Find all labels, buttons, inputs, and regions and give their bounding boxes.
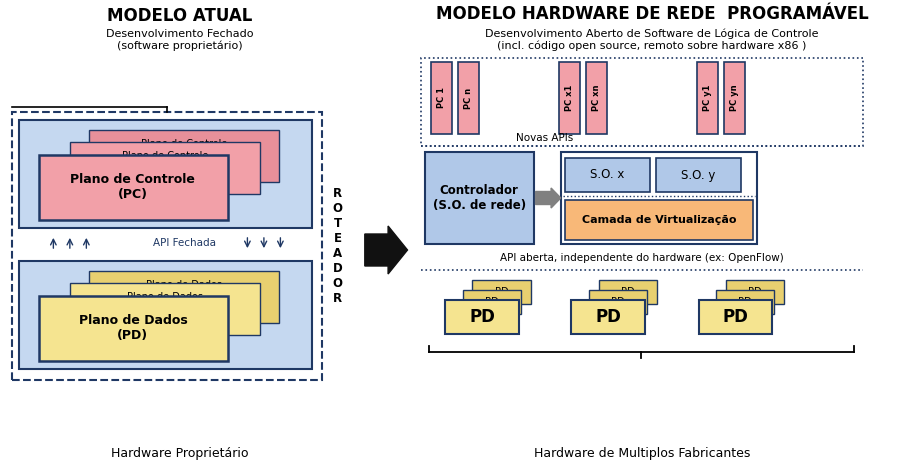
Text: PC x1: PC x1	[565, 85, 574, 111]
FancyArrow shape	[365, 226, 408, 274]
Bar	[38, 155, 228, 220]
Text: Hardware Proprietário: Hardware Proprietário	[111, 446, 248, 460]
Text: PD: PD	[723, 308, 748, 326]
Text: API Fechada: API Fechada	[153, 238, 216, 248]
Bar	[725, 280, 784, 304]
Bar	[599, 280, 657, 304]
Bar	[458, 62, 479, 134]
Text: MODELO HARDWARE DE REDE  PROGRAMÁVEL: MODELO HARDWARE DE REDE PROGRAMÁVEL	[436, 5, 868, 23]
Bar	[425, 152, 534, 244]
Bar	[89, 271, 279, 323]
Text: Plano de Controle: Plano de Controle	[122, 151, 208, 161]
Text: Novas APIs: Novas APIs	[516, 133, 573, 143]
Text: PD: PD	[748, 287, 761, 297]
Text: PC xn: PC xn	[592, 85, 601, 111]
Text: PD: PD	[495, 287, 508, 297]
Bar	[12, 112, 322, 380]
Text: API aberta, independente do hardware (ex: OpenFlow): API aberta, independente do hardware (ex…	[500, 253, 784, 263]
Text: PC 1: PC 1	[437, 88, 446, 109]
Text: PD: PD	[621, 287, 635, 297]
Text: Desenvolvimento Aberto de Software de Lógica de Controle
(incl. código open sour: Desenvolvimento Aberto de Software de Ló…	[485, 29, 819, 51]
Bar	[445, 300, 519, 334]
Bar	[70, 142, 260, 194]
Text: S.O. x: S.O. x	[590, 168, 625, 182]
Text: PD: PD	[485, 297, 498, 307]
Bar	[19, 261, 312, 369]
Bar	[561, 152, 757, 244]
Text: Camada de Virtualização: Camada de Virtualização	[582, 215, 736, 225]
Bar	[421, 58, 864, 146]
Text: Plano de Dados
(PD): Plano de Dados (PD)	[79, 314, 187, 342]
Bar	[463, 290, 521, 314]
Bar	[38, 296, 228, 361]
Bar	[19, 120, 312, 228]
Text: PD: PD	[469, 308, 496, 326]
Bar	[564, 158, 650, 192]
Bar	[699, 300, 772, 334]
Text: MODELO ATUAL: MODELO ATUAL	[107, 7, 252, 25]
Bar	[656, 158, 741, 192]
Text: Plano de Dados: Plano de Dados	[127, 292, 203, 302]
FancyArrow shape	[536, 188, 561, 208]
Bar	[564, 200, 753, 240]
Text: PD: PD	[738, 297, 752, 307]
Text: Hardware de Multiplos Fabricantes: Hardware de Multiplos Fabricantes	[534, 446, 750, 460]
Bar	[724, 62, 745, 134]
Text: PC n: PC n	[464, 88, 474, 109]
Text: PC y1: PC y1	[703, 85, 712, 111]
Bar	[697, 62, 718, 134]
Text: R
O
T
E
A
D
O
R: R O T E A D O R	[333, 187, 343, 305]
Text: PD: PD	[595, 308, 621, 326]
Bar	[589, 290, 647, 314]
Bar	[473, 280, 530, 304]
Text: S.O. y: S.O. y	[682, 168, 715, 182]
Text: Plano de Controle
(PC): Plano de Controle (PC)	[71, 173, 195, 201]
Text: PD: PD	[611, 297, 625, 307]
Text: Plano de Dados: Plano de Dados	[147, 280, 223, 290]
Bar	[586, 62, 607, 134]
Bar	[572, 300, 645, 334]
Bar	[70, 283, 260, 335]
Bar	[89, 130, 279, 182]
Text: Controlador
(S.O. de rede): Controlador (S.O. de rede)	[432, 184, 526, 212]
Bar	[559, 62, 580, 134]
Bar	[716, 290, 774, 314]
Bar	[431, 62, 453, 134]
Text: Desenvolvimento Fechado
(software proprietário): Desenvolvimento Fechado (software propri…	[105, 29, 253, 51]
Text: PC yn: PC yn	[730, 85, 739, 111]
Text: Plano de Controle: Plano de Controle	[141, 139, 227, 149]
